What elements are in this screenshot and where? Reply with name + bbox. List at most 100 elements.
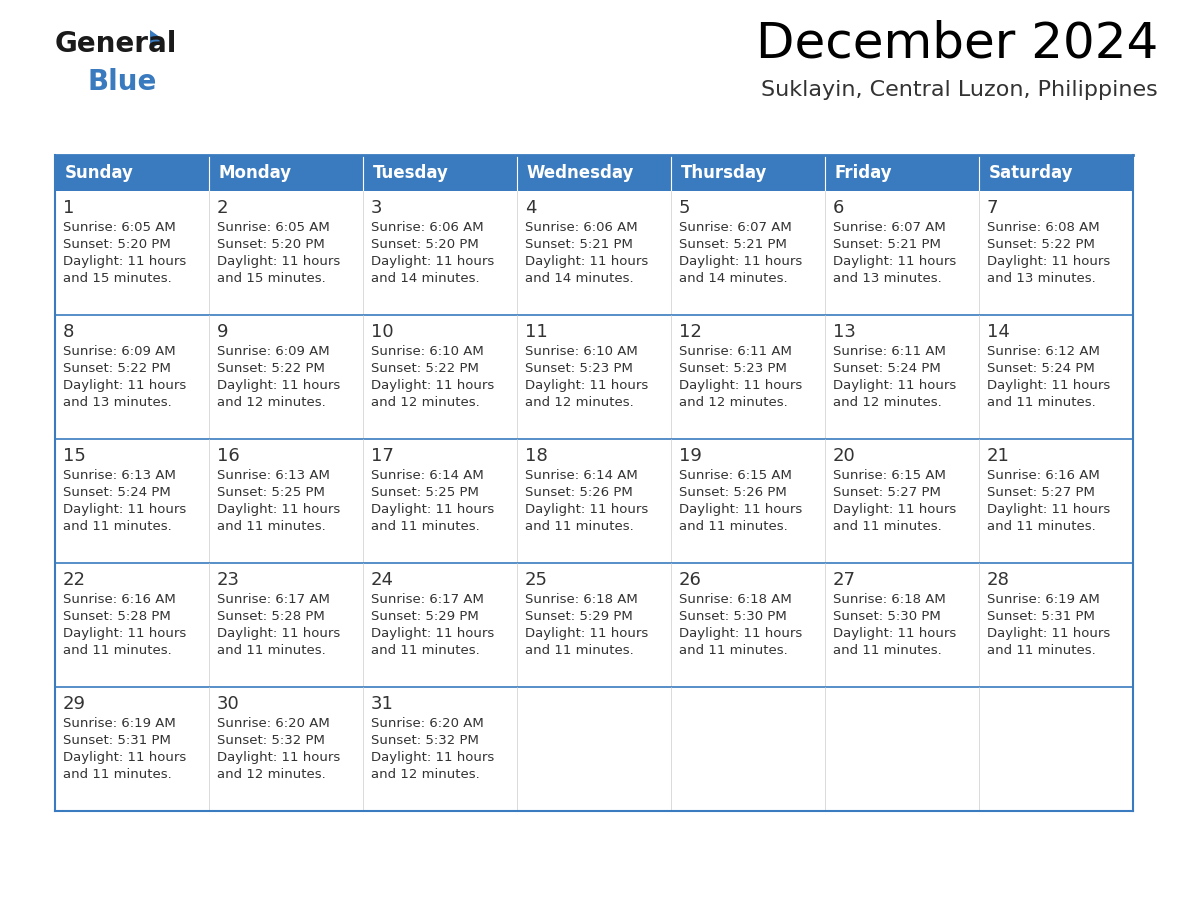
Text: 19: 19 — [680, 447, 702, 465]
Bar — [517, 315, 671, 439]
Text: and 11 minutes.: and 11 minutes. — [987, 520, 1095, 533]
Text: Sunrise: 6:14 AM: Sunrise: 6:14 AM — [525, 469, 638, 482]
Text: 28: 28 — [987, 571, 1010, 589]
Text: Daylight: 11 hours: Daylight: 11 hours — [63, 379, 187, 392]
Text: Sunrise: 6:06 AM: Sunrise: 6:06 AM — [525, 221, 638, 234]
Text: Sunset: 5:31 PM: Sunset: 5:31 PM — [987, 610, 1095, 623]
Text: and 11 minutes.: and 11 minutes. — [371, 520, 480, 533]
Text: 12: 12 — [680, 323, 702, 341]
Text: Sunset: 5:21 PM: Sunset: 5:21 PM — [833, 238, 941, 251]
Text: and 11 minutes.: and 11 minutes. — [833, 520, 942, 533]
Text: Daylight: 11 hours: Daylight: 11 hours — [63, 503, 187, 516]
Text: 30: 30 — [217, 695, 240, 713]
Bar — [364, 315, 517, 439]
Bar — [209, 439, 364, 563]
Text: and 11 minutes.: and 11 minutes. — [217, 644, 326, 657]
Text: Sunrise: 6:20 AM: Sunrise: 6:20 AM — [371, 717, 484, 730]
Text: Daylight: 11 hours: Daylight: 11 hours — [525, 503, 649, 516]
Text: 24: 24 — [371, 571, 394, 589]
Bar — [517, 191, 671, 315]
Bar — [979, 315, 1133, 439]
Text: Sunset: 5:28 PM: Sunset: 5:28 PM — [217, 610, 324, 623]
Bar — [824, 439, 979, 563]
Polygon shape — [150, 30, 164, 50]
Bar — [979, 687, 1133, 811]
Text: Sunset: 5:27 PM: Sunset: 5:27 PM — [833, 486, 941, 499]
Text: Sunset: 5:24 PM: Sunset: 5:24 PM — [63, 486, 171, 499]
Text: Sunset: 5:23 PM: Sunset: 5:23 PM — [525, 362, 633, 375]
Text: Sunrise: 6:10 AM: Sunrise: 6:10 AM — [525, 345, 638, 358]
Text: 20: 20 — [833, 447, 855, 465]
Text: and 11 minutes.: and 11 minutes. — [217, 520, 326, 533]
Text: Sunrise: 6:16 AM: Sunrise: 6:16 AM — [63, 593, 176, 606]
Bar — [55, 687, 209, 811]
Text: 23: 23 — [217, 571, 240, 589]
Bar — [671, 155, 824, 191]
Bar — [55, 563, 209, 687]
Text: Daylight: 11 hours: Daylight: 11 hours — [987, 627, 1111, 640]
Bar — [209, 687, 364, 811]
Text: Daylight: 11 hours: Daylight: 11 hours — [833, 379, 956, 392]
Text: Sunrise: 6:19 AM: Sunrise: 6:19 AM — [987, 593, 1100, 606]
Text: Sunset: 5:23 PM: Sunset: 5:23 PM — [680, 362, 786, 375]
Text: 10: 10 — [371, 323, 393, 341]
Text: Daylight: 11 hours: Daylight: 11 hours — [680, 503, 802, 516]
Text: Sunset: 5:20 PM: Sunset: 5:20 PM — [371, 238, 479, 251]
Text: and 11 minutes.: and 11 minutes. — [371, 644, 480, 657]
Text: Sunrise: 6:08 AM: Sunrise: 6:08 AM — [987, 221, 1100, 234]
Bar — [55, 439, 209, 563]
Bar — [671, 191, 824, 315]
Bar — [671, 315, 824, 439]
Text: and 11 minutes.: and 11 minutes. — [63, 768, 172, 781]
Text: Daylight: 11 hours: Daylight: 11 hours — [525, 627, 649, 640]
Text: Sunset: 5:25 PM: Sunset: 5:25 PM — [217, 486, 324, 499]
Text: Sunset: 5:22 PM: Sunset: 5:22 PM — [63, 362, 171, 375]
Text: 22: 22 — [63, 571, 86, 589]
Bar — [364, 687, 517, 811]
Bar — [824, 563, 979, 687]
Bar — [55, 155, 209, 191]
Text: and 12 minutes.: and 12 minutes. — [217, 768, 326, 781]
Bar — [824, 315, 979, 439]
Text: 29: 29 — [63, 695, 86, 713]
Text: and 12 minutes.: and 12 minutes. — [680, 396, 788, 409]
Text: 2: 2 — [217, 199, 228, 217]
Text: and 12 minutes.: and 12 minutes. — [217, 396, 326, 409]
Bar — [979, 155, 1133, 191]
Text: Sunset: 5:29 PM: Sunset: 5:29 PM — [525, 610, 633, 623]
Text: Sunrise: 6:15 AM: Sunrise: 6:15 AM — [680, 469, 792, 482]
Text: General: General — [55, 30, 177, 58]
Text: and 11 minutes.: and 11 minutes. — [987, 644, 1095, 657]
Text: Daylight: 11 hours: Daylight: 11 hours — [987, 379, 1111, 392]
Text: Daylight: 11 hours: Daylight: 11 hours — [987, 255, 1111, 268]
Text: and 13 minutes.: and 13 minutes. — [987, 272, 1095, 285]
Text: 18: 18 — [525, 447, 548, 465]
Text: Sunrise: 6:11 AM: Sunrise: 6:11 AM — [833, 345, 946, 358]
Text: Sunset: 5:25 PM: Sunset: 5:25 PM — [371, 486, 479, 499]
Text: Sunset: 5:21 PM: Sunset: 5:21 PM — [680, 238, 786, 251]
Text: Daylight: 11 hours: Daylight: 11 hours — [63, 255, 187, 268]
Text: Daylight: 11 hours: Daylight: 11 hours — [63, 627, 187, 640]
Text: 27: 27 — [833, 571, 857, 589]
Text: Sunset: 5:30 PM: Sunset: 5:30 PM — [680, 610, 786, 623]
Text: Daylight: 11 hours: Daylight: 11 hours — [217, 379, 340, 392]
Bar — [979, 439, 1133, 563]
Text: and 11 minutes.: and 11 minutes. — [525, 520, 633, 533]
Text: Suklayin, Central Luzon, Philippines: Suklayin, Central Luzon, Philippines — [762, 80, 1158, 100]
Text: and 15 minutes.: and 15 minutes. — [217, 272, 326, 285]
Text: Sunset: 5:22 PM: Sunset: 5:22 PM — [371, 362, 479, 375]
Text: Sunset: 5:29 PM: Sunset: 5:29 PM — [371, 610, 479, 623]
Text: Daylight: 11 hours: Daylight: 11 hours — [680, 627, 802, 640]
Text: 13: 13 — [833, 323, 855, 341]
Bar — [55, 191, 209, 315]
Text: Daylight: 11 hours: Daylight: 11 hours — [371, 255, 494, 268]
Bar — [824, 155, 979, 191]
Text: Sunset: 5:22 PM: Sunset: 5:22 PM — [217, 362, 324, 375]
Bar — [55, 315, 209, 439]
Text: Sunrise: 6:17 AM: Sunrise: 6:17 AM — [217, 593, 330, 606]
Text: Daylight: 11 hours: Daylight: 11 hours — [217, 627, 340, 640]
Text: Sunrise: 6:14 AM: Sunrise: 6:14 AM — [371, 469, 484, 482]
Text: Daylight: 11 hours: Daylight: 11 hours — [217, 255, 340, 268]
Bar — [517, 155, 671, 191]
Text: Sunrise: 6:19 AM: Sunrise: 6:19 AM — [63, 717, 176, 730]
